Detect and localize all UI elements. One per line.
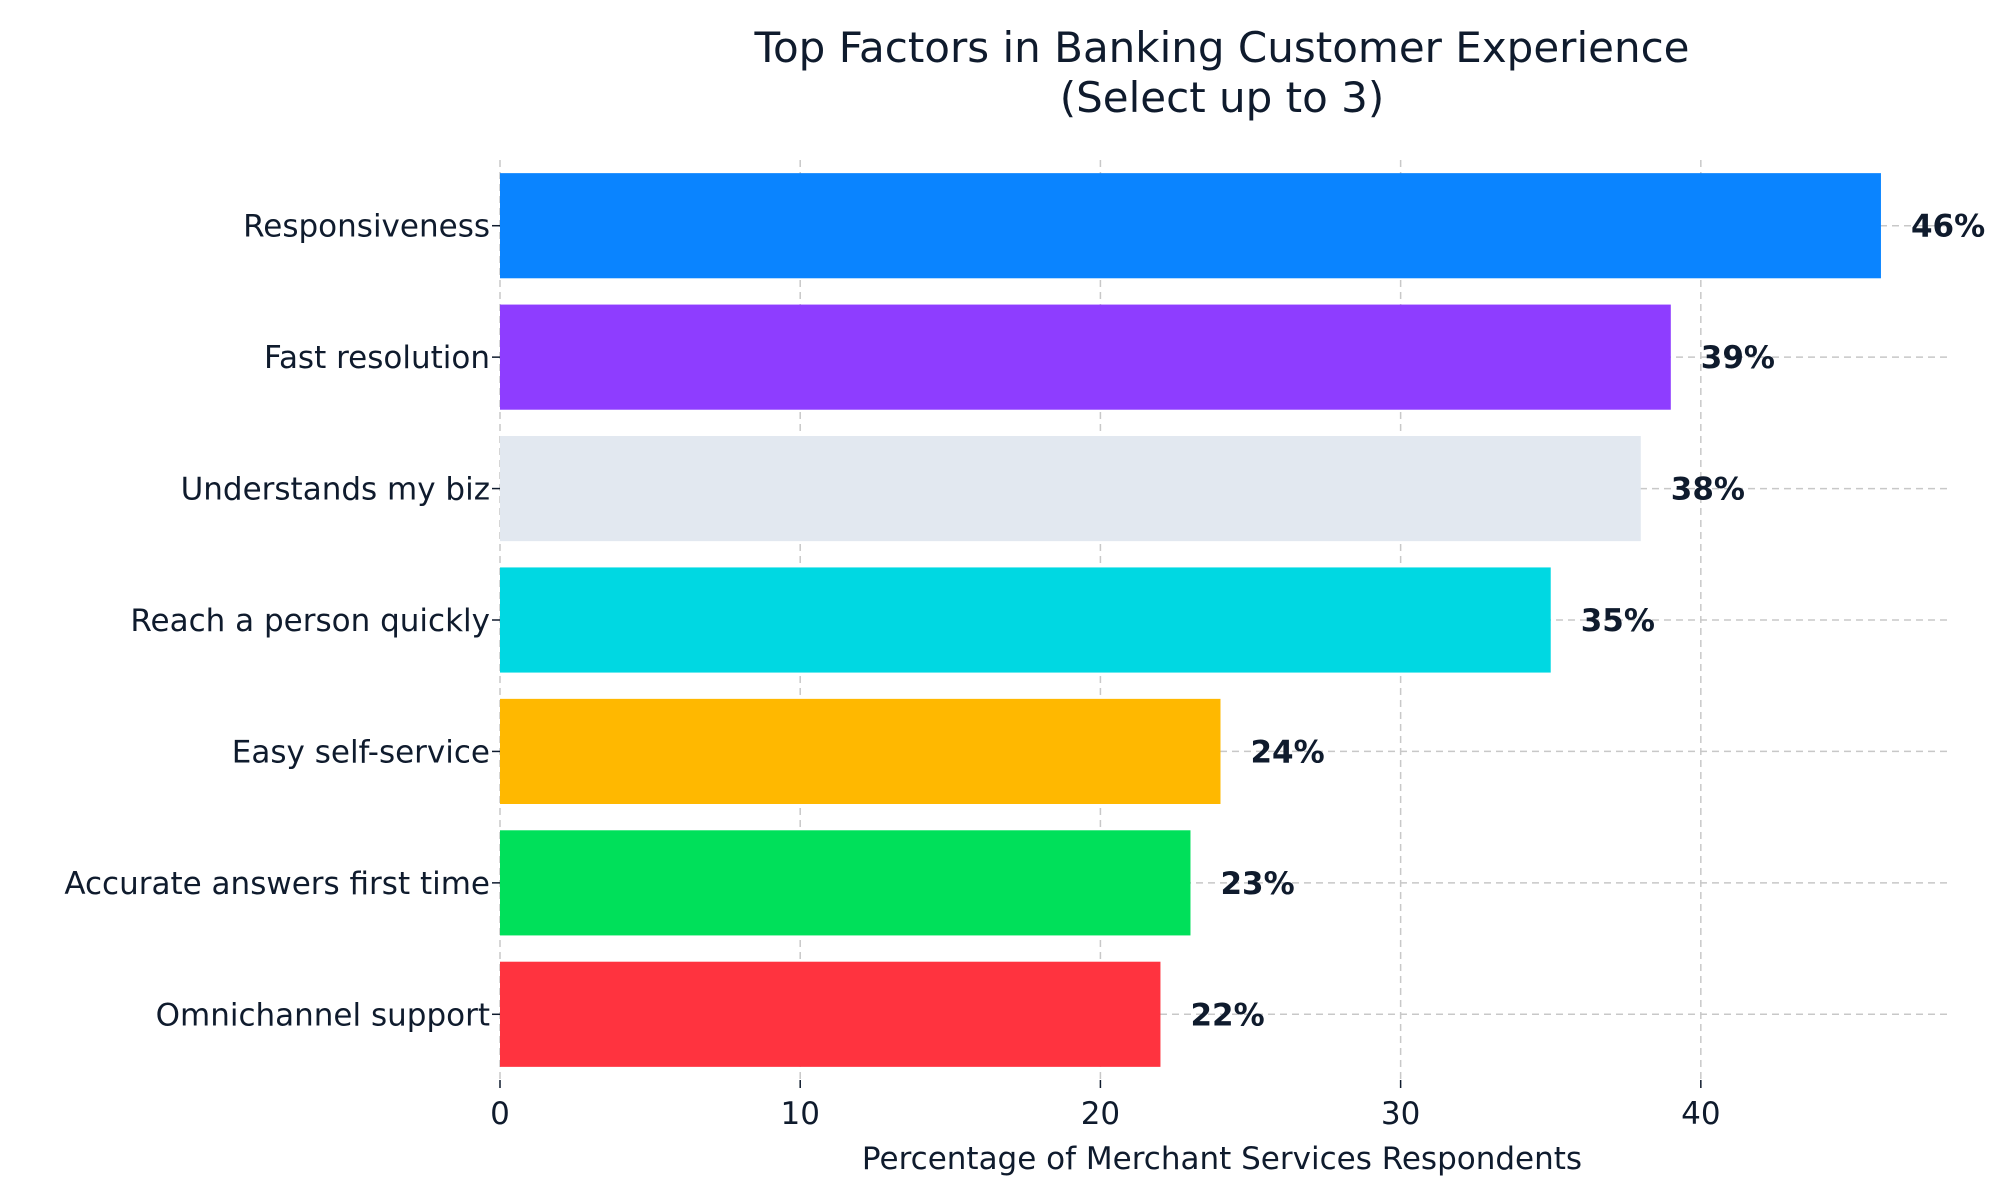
category-label: Omnichannel support [156, 997, 490, 1033]
bar [500, 436, 1641, 542]
category-label: Accurate answers first time [64, 866, 490, 902]
chart-title: Top Factors in Banking Customer Experien… [753, 23, 1689, 72]
value-label: 46% [1911, 209, 1985, 245]
x-tick-label: 0 [490, 1096, 510, 1132]
bar [500, 173, 1881, 279]
labels-layer: Responsiveness 46% Fast resolution 39% Under… [64, 209, 1985, 1034]
category-label: Understands my biz [181, 472, 490, 508]
value-label: 24% [1250, 734, 1324, 770]
value-label: 38% [1671, 472, 1745, 508]
value-label: 22% [1190, 997, 1264, 1033]
value-label: 35% [1581, 603, 1655, 639]
x-axis-label: Percentage of Merchant Services Responde… [862, 1141, 1582, 1177]
bar [500, 830, 1191, 936]
bars-layer [500, 173, 1881, 1067]
x-tick-label: 10 [780, 1096, 819, 1132]
bar [500, 567, 1551, 673]
x-tick-label: 40 [1681, 1096, 1720, 1132]
value-label: 23% [1220, 866, 1294, 902]
x-tick-label: 30 [1381, 1096, 1420, 1132]
category-label: Easy self-service [232, 734, 490, 770]
x-axis-ticks: 0 10 20 30 40 [490, 224, 1721, 1132]
category-label: Reach a person quickly [130, 603, 490, 639]
bar [500, 698, 1221, 804]
category-label: Responsiveness [243, 209, 490, 245]
x-tick-label: 20 [1081, 1096, 1120, 1132]
bar [500, 961, 1161, 1067]
chart-subtitle: (Select up to 3) [1060, 73, 1385, 122]
category-label: Fast resolution [264, 340, 490, 376]
bar [500, 304, 1671, 410]
value-label: 39% [1701, 340, 1775, 376]
